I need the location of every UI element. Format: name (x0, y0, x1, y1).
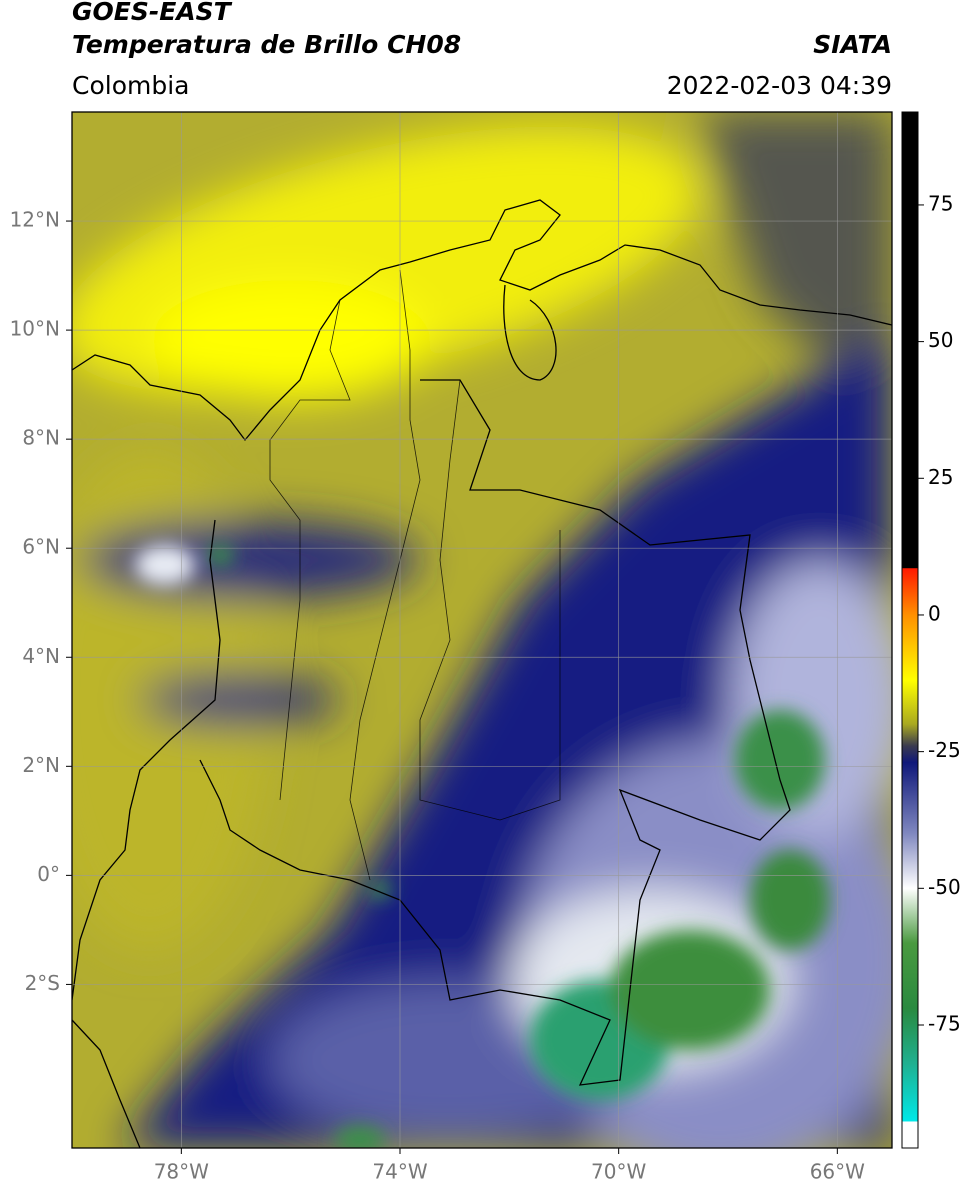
source-label: SIATA (813, 30, 892, 59)
grid (72, 112, 892, 1148)
colorbar-tick-label: -25 (928, 738, 961, 762)
colorbar (901, 111, 919, 1149)
y-tick-label: 8°N (22, 426, 60, 450)
y-tick-label: 2°N (22, 753, 60, 777)
map-frame (71, 111, 893, 1149)
satellite-image (72, 112, 892, 1148)
y-tick-label: 6°N (22, 535, 60, 559)
y-tick-label: 10°N (10, 317, 60, 341)
colorbar-tick-label: 75 (928, 191, 953, 215)
y-tick-label: 4°N (22, 644, 60, 668)
axis-ticks: 78°W 74°W 70°W 66°W 12°N 10°N 8°N 6°N 4°N 2°N 0° 2°… (10, 208, 866, 1184)
satellite-title: GOES-EAST (72, 0, 233, 26)
y-tick-label: 12°N (10, 208, 60, 232)
colorbar-ticks: 75 50 25 0 -25 -50 -75 (918, 191, 961, 1035)
x-tick-label: 70°W (591, 1160, 646, 1184)
colorbar-tick-label: -50 (928, 875, 961, 899)
product-title: Temperatura de Brillo CH08 (72, 30, 461, 59)
colorbar-tick-label: -75 (928, 1011, 961, 1035)
y-tick-label: 2°S (25, 971, 60, 995)
coastlines (72, 199, 892, 1148)
y-tick-label: 0° (37, 862, 60, 886)
x-tick-label: 74°W (372, 1160, 427, 1184)
colorbar-tick-label: 0 (928, 601, 941, 625)
region-label: Colombia (72, 71, 189, 100)
x-tick-label: 66°W (810, 1160, 865, 1184)
colorbar-tick-label: 25 (928, 465, 953, 489)
x-tick-label: 78°W (154, 1160, 209, 1184)
colorbar-tick-label: 50 (928, 328, 953, 352)
datetime-label: 2022-02-03 04:39 (667, 71, 892, 100)
